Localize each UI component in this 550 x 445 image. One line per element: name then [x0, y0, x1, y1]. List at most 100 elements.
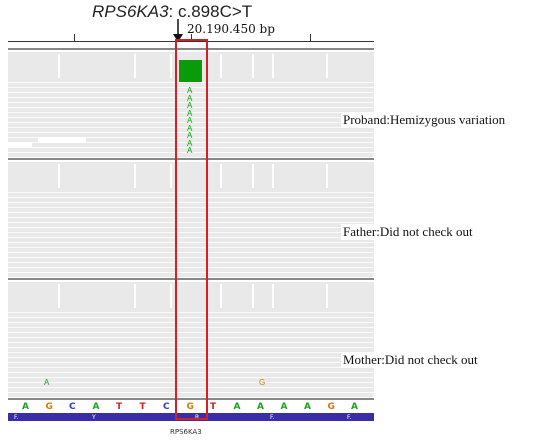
coverage-seam	[58, 164, 60, 188]
coverage-seam	[272, 284, 274, 308]
read-gap	[8, 322, 374, 323]
reference-base: A	[304, 402, 311, 412]
coverage-seam	[326, 54, 328, 78]
read-gap	[8, 87, 374, 88]
proband-label: Proband:Hemizygous variation	[341, 112, 508, 128]
reference-base: A	[233, 402, 241, 412]
variant-notation: : c.898C>T	[168, 2, 253, 21]
ruler-tick	[74, 34, 75, 42]
read-gap	[8, 262, 374, 263]
down-arrow-icon	[173, 19, 183, 42]
father-label: Father:Did not check out	[341, 224, 475, 240]
mismatch-base: A	[44, 378, 50, 387]
read-gap	[8, 127, 374, 128]
read-gap	[8, 222, 374, 223]
read-gap	[8, 82, 374, 83]
read-gap	[8, 212, 374, 213]
variant-highlight-box	[175, 39, 208, 420]
track-separator	[8, 48, 374, 50]
reference-base: A	[280, 402, 288, 412]
read-gap	[8, 117, 374, 118]
coverage-seam	[58, 54, 60, 78]
track-separator	[8, 398, 374, 400]
gene-track-segment: Y	[92, 414, 96, 421]
gene-track-segment: F.	[347, 414, 352, 421]
reference-base: C	[69, 402, 76, 412]
variant-coverage-block	[179, 60, 202, 82]
read-gap	[8, 372, 374, 373]
read-gap	[8, 317, 374, 318]
reference-base: A	[257, 402, 264, 412]
read-gap	[8, 337, 374, 338]
coverage-seam	[326, 164, 328, 188]
coverage-seam	[272, 164, 274, 188]
coverage-seam	[134, 164, 136, 188]
coverage-seam	[58, 284, 60, 308]
read-gap	[8, 377, 374, 378]
variant-base-A: A	[187, 116, 193, 125]
gene-track-segment: F.	[14, 414, 19, 421]
coverage-seam	[252, 164, 254, 188]
read-gap	[8, 217, 374, 218]
read-gap	[8, 142, 32, 148]
read-gap	[8, 247, 374, 248]
ruler-tick	[310, 34, 311, 42]
coverage-seam	[220, 164, 222, 188]
read-gap	[8, 362, 374, 363]
reference-base: T	[139, 402, 146, 412]
read-gap	[8, 202, 374, 203]
track-separator	[8, 278, 374, 280]
gene-symbol: RPS6KA3	[92, 2, 169, 21]
track-separator	[8, 158, 374, 160]
ruler-tick	[191, 34, 192, 42]
read-gap	[8, 192, 374, 193]
coverage-seam	[170, 164, 172, 188]
reference-base: T	[210, 402, 217, 412]
coverage-seam	[326, 284, 328, 308]
read-gap	[8, 387, 374, 388]
read-gap	[8, 142, 374, 143]
coverage-seam	[134, 54, 136, 78]
variant-base-A: A	[187, 93, 193, 103]
variant-base-A: A	[187, 101, 193, 110]
coverage-seam	[134, 284, 136, 308]
read-gap	[8, 147, 374, 148]
reference-base: A	[92, 402, 100, 412]
variant-base-A: A	[187, 146, 193, 155]
variant-base-A: A	[187, 108, 193, 118]
read-gap	[8, 352, 374, 353]
read-gap	[8, 132, 374, 133]
read-gap	[8, 207, 374, 208]
read-gap	[8, 97, 374, 98]
read-gap	[8, 107, 374, 108]
reference-base: A	[351, 402, 358, 412]
coverage-seam	[252, 54, 254, 78]
genomic-position: 20.190.450 bp	[187, 22, 275, 36]
variant-base-A: A	[187, 123, 193, 133]
read-gap	[8, 252, 374, 253]
read-gap	[8, 197, 374, 198]
gene-track-segment: R	[195, 414, 200, 421]
read-gap	[8, 92, 374, 93]
read-gap	[8, 272, 374, 273]
gene-track-segment: F.	[270, 414, 275, 421]
read-gap	[8, 357, 374, 358]
reference-base: A	[22, 402, 29, 412]
read-gap	[8, 367, 374, 368]
read-gap	[8, 267, 374, 268]
gene-track	[8, 413, 374, 421]
mother-label: Mother:Did not check out	[341, 352, 480, 368]
read-gap	[8, 227, 374, 228]
coverage-seam	[220, 284, 222, 308]
read-gap	[8, 257, 374, 258]
read-gap	[8, 347, 374, 348]
coverage-seam	[272, 54, 274, 78]
read-gap	[8, 102, 374, 103]
mother-alignment-panel	[8, 282, 374, 397]
variant-title: RPS6KA3: c.898C>T	[92, 2, 252, 22]
read-gap	[8, 327, 374, 328]
read-gap	[8, 152, 374, 153]
mismatch-base: G	[259, 378, 266, 387]
read-gap	[8, 332, 374, 333]
read-gap	[8, 122, 374, 123]
